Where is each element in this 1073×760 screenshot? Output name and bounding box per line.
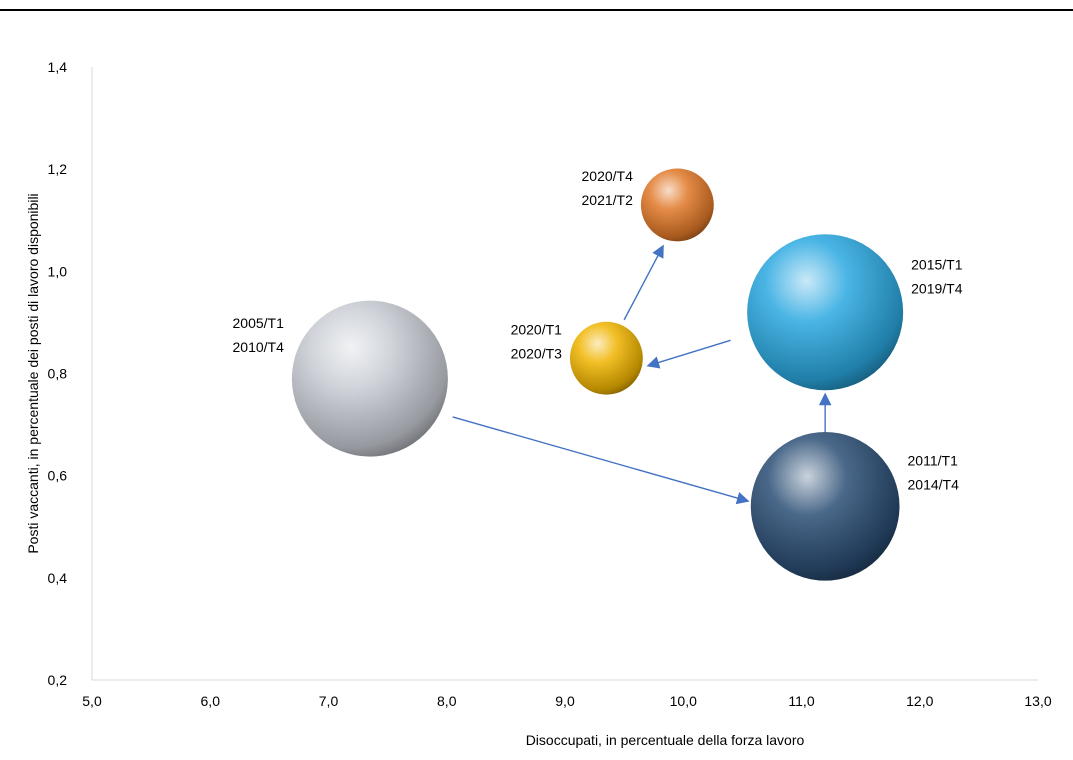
trend-arrow: [646, 339, 731, 369]
y-tick-label: 0,8: [48, 366, 68, 382]
bubble-label: 2010/T4: [233, 339, 285, 355]
bubble-label: 2020/T4: [582, 168, 634, 184]
x-tick-label: 6,0: [201, 693, 221, 709]
x-tick-label: 11,0: [788, 693, 814, 709]
y-tick-label: 0,6: [48, 468, 68, 484]
x-tick-label: 7,0: [319, 693, 339, 709]
bubble-label: 2019/T4: [911, 280, 963, 296]
bubble-label: 2020/T1: [511, 321, 563, 337]
bubble-label: 2011/T1: [908, 452, 959, 468]
y-axis-title: Posti vaccanti, in percentuale dei posti…: [25, 193, 41, 553]
x-tick-label: 8,0: [437, 693, 457, 709]
x-tick-label: 10,0: [670, 693, 697, 709]
y-tick-label: 1,2: [48, 161, 68, 177]
top-rule: [0, 9, 1073, 11]
x-tick-labels: 5,0 6,0 7,0 8,0 9,0 10,0 11,0 12,0 13,0: [82, 693, 1052, 709]
y-tick-label: 1,0: [48, 263, 68, 279]
y-tick-labels: 0,2 0,4 0,6 0,8 1,0 1,2 1,4: [48, 59, 68, 688]
bubbles: [291, 168, 904, 581]
bubble: [750, 431, 900, 581]
bubble: [569, 321, 643, 395]
x-tick-label: 13,0: [1024, 693, 1051, 709]
bubble-label: 2005/T1: [233, 315, 285, 331]
bubble-label: 2020/T3: [511, 345, 563, 361]
bubble-label: 2021/T2: [582, 192, 634, 208]
y-tick-label: 0,4: [48, 570, 68, 586]
arrows: [452, 244, 832, 505]
x-tick-label: 5,0: [82, 693, 102, 709]
y-tick-label: 1,4: [48, 59, 68, 75]
bubble-label: 2014/T4: [908, 476, 960, 492]
bubble: [640, 168, 714, 242]
trend-arrow: [623, 244, 664, 321]
bubble-label: 2015/T1: [911, 256, 963, 272]
bubble-labels: 2005/T1 2010/T4 2011/T1 2014/T4 2015/T1 2019/…: [233, 168, 963, 492]
bubble: [747, 234, 904, 391]
x-tick-label: 12,0: [906, 693, 933, 709]
y-tick-label: 0,2: [48, 672, 68, 688]
x-axis-title: Disoccupati, in percentuale della forza …: [526, 732, 805, 748]
bubble: [291, 300, 448, 457]
trend-arrow: [452, 416, 750, 505]
x-tick-label: 9,0: [555, 693, 575, 709]
